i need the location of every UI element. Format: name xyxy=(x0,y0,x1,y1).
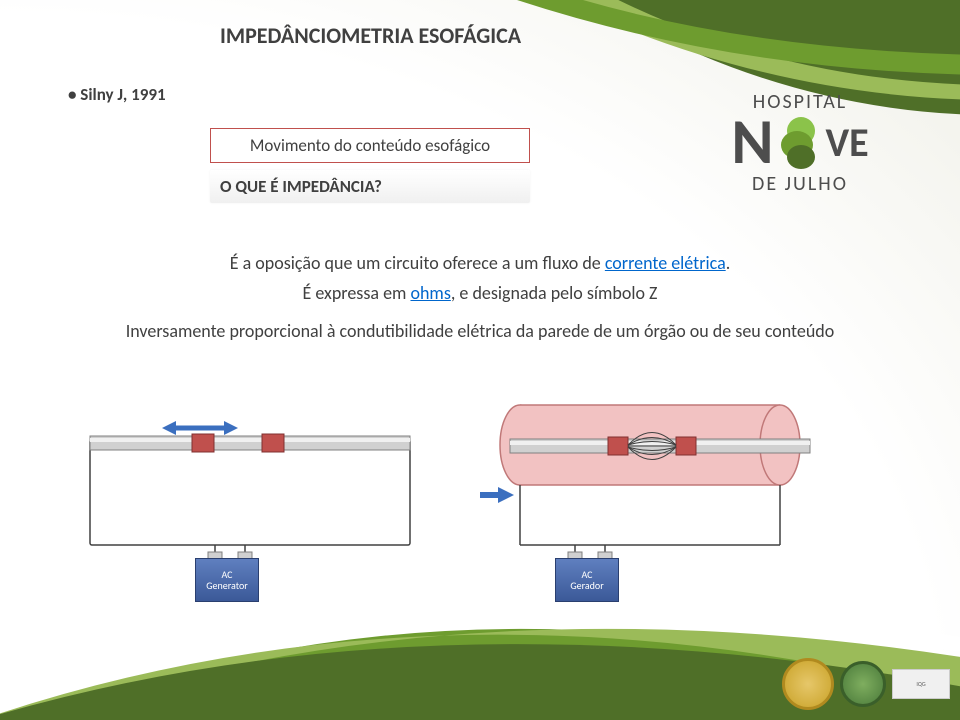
question-box: O QUE É IMPEDÂNCIA? xyxy=(210,170,530,203)
slide-title: IMPEDÂNCIOMETRIA ESOFÁGICA xyxy=(220,22,521,49)
body-line-3: Inversamente proporcional à condutibilid… xyxy=(120,320,840,342)
logo-suffix: VE xyxy=(825,118,868,167)
body-line-2: É expressa em ohms, e designada pelo sím… xyxy=(120,282,840,304)
logo-letter-n: N xyxy=(731,114,773,172)
logo-hospital-text: HOSPITAL xyxy=(700,90,900,114)
seal-small-icon: IQG xyxy=(892,669,950,699)
hospital-logo: HOSPITAL N VE DE JULHO xyxy=(700,90,900,196)
logo-julho-text: DE JULHO xyxy=(700,172,900,196)
diagram-electrode-pair xyxy=(80,410,420,580)
ac-generator-right: AC Gerador xyxy=(555,558,619,602)
movimento-box: Movimento do conteúdo esofágico xyxy=(210,128,530,163)
diagram-organ-tube xyxy=(480,400,840,580)
accreditation-seals: IQG xyxy=(782,658,950,710)
seal-green-icon xyxy=(840,661,886,707)
link-corrente: corrente elétrica xyxy=(605,252,726,274)
seal-gold-icon xyxy=(782,658,834,710)
body-line-1: É a oposição que um circuito oferece a u… xyxy=(120,252,840,274)
reference-box: • Silny J, 1991 xyxy=(60,80,174,109)
logo-leaf-icon xyxy=(775,115,823,171)
ac-generator-left: AC Generator xyxy=(195,558,259,602)
link-ohms: ohms xyxy=(410,282,450,304)
